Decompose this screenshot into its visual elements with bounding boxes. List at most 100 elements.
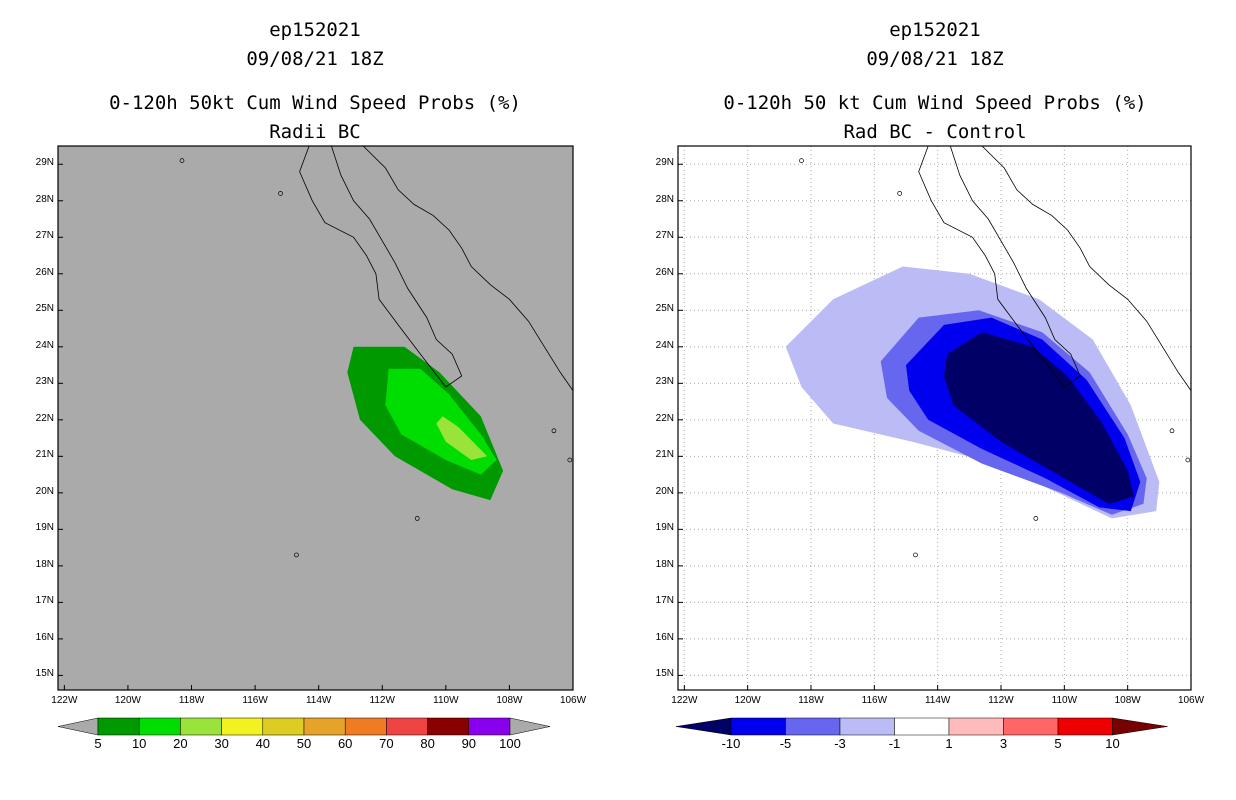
- colorbar-label: 90: [461, 736, 477, 751]
- lat-label: 19N: [35, 522, 54, 534]
- left-datetime: 09/08/21 18Z: [246, 48, 384, 70]
- colorbar-label: 80: [420, 736, 435, 751]
- colorbar-segment: [97, 717, 140, 736]
- lon-label: 114W: [305, 695, 332, 706]
- lon-label: 114W: [924, 695, 951, 706]
- lon-label: 118W: [178, 695, 205, 706]
- lat-label: 16N: [35, 631, 54, 643]
- coastline: [362, 146, 573, 391]
- colorbar-segment: [386, 717, 428, 736]
- colorbar-segment: [1003, 717, 1059, 736]
- coastline: [331, 146, 463, 388]
- colorbar-end-triangle: [509, 717, 551, 736]
- colorbar-segment: [1057, 717, 1113, 736]
- lon-label: 110W: [1051, 695, 1078, 706]
- island: [278, 191, 283, 196]
- island: [1033, 516, 1039, 521]
- right-colorbar: [675, 717, 1168, 736]
- colorbar-segment: [138, 717, 181, 736]
- lat-label: 28N: [35, 193, 54, 205]
- colorbar-segment: [221, 717, 264, 736]
- colorbar-label: -10: [721, 736, 741, 751]
- probability-contour--10: [944, 332, 1134, 504]
- island: [414, 516, 420, 521]
- lat-label: 17N: [35, 595, 54, 607]
- left-subtitle: Radii BC: [269, 121, 361, 143]
- colorbar-segment: [785, 717, 841, 736]
- island: [294, 552, 299, 558]
- colorbar-label: 20: [173, 736, 188, 751]
- colorbar-label: 100: [499, 736, 521, 751]
- left-title: 0-120h 50kt Cum Wind Speed Probs (%): [109, 92, 521, 114]
- island: [1169, 428, 1175, 434]
- island: [799, 158, 804, 163]
- lat-label: 18N: [655, 558, 674, 570]
- lon-label: 116W: [861, 695, 888, 706]
- lat-label: 26N: [655, 266, 674, 278]
- right-title: 0-120h 50 kt Cum Wind Speed Probs (%): [723, 92, 1147, 114]
- colorbar-label: 40: [255, 736, 271, 751]
- colorbar-label: 10: [1105, 736, 1120, 751]
- lon-label: 118W: [798, 695, 824, 706]
- lat-label: 15N: [35, 668, 54, 680]
- lon-label: 110W: [433, 695, 459, 706]
- colorbar-segment: [303, 717, 346, 736]
- lat-label: 23N: [35, 376, 54, 388]
- lat-label: 28N: [655, 193, 674, 205]
- colorbar-segment: [839, 717, 895, 736]
- colorbar-segment: [948, 717, 1004, 736]
- lat-label: 24N: [35, 339, 54, 351]
- left-storm-id: ep152021: [269, 19, 361, 41]
- colorbar-segment: [180, 717, 222, 736]
- lat-label: 22N: [35, 412, 54, 424]
- lat-label: 25N: [35, 303, 54, 315]
- island: [913, 552, 918, 558]
- lat-label: 18N: [35, 558, 54, 570]
- map-background: [58, 146, 573, 690]
- island: [567, 457, 573, 463]
- lon-label: 122W: [671, 695, 698, 706]
- left-colorbar: [57, 717, 551, 736]
- island: [897, 191, 903, 196]
- lat-label: 22N: [655, 412, 674, 424]
- lat-label: 17N: [655, 595, 674, 607]
- lon-label: 116W: [242, 695, 268, 706]
- colorbar-label: 3: [999, 736, 1008, 751]
- colorbar-label: -5: [779, 736, 792, 751]
- lat-label: 24N: [655, 339, 674, 351]
- colorbar-label: 70: [379, 736, 394, 751]
- lon-label: 108W: [1114, 695, 1141, 706]
- map-frame: [677, 145, 1192, 691]
- coastline: [299, 146, 447, 388]
- colorbar-segment: [262, 717, 305, 736]
- colorbar-segment: [468, 717, 511, 736]
- lat-label: 26N: [35, 266, 54, 278]
- lat-label: 21N: [35, 449, 54, 461]
- lon-label: 112W: [369, 695, 395, 706]
- island: [551, 428, 557, 434]
- lat-label: 23N: [655, 376, 674, 388]
- lat-label: 25N: [655, 303, 674, 315]
- colorbar-label: 5: [1054, 736, 1062, 751]
- lat-label: 29N: [655, 157, 674, 169]
- colorbar-segment: [427, 717, 470, 736]
- colorbar-end-triangle: [675, 717, 732, 736]
- lat-label: 19N: [655, 522, 674, 534]
- colorbar-label: 50: [296, 736, 312, 751]
- island: [179, 158, 185, 163]
- right-datetime: 09/08/21 18Z: [866, 48, 1004, 70]
- lat-label: 15N: [655, 668, 674, 680]
- lon-label: 112W: [988, 695, 1014, 706]
- colorbar-segment: [730, 717, 786, 736]
- colorbar-label: -1: [888, 736, 901, 751]
- lat-label: 29N: [35, 157, 54, 169]
- probability-contour-20-30: [436, 416, 488, 460]
- colorbar-label: 60: [337, 736, 353, 751]
- colorbar-label: -3: [834, 736, 846, 751]
- lon-label: 122W: [51, 695, 78, 706]
- lat-label: 16N: [655, 631, 674, 643]
- lat-label: 20N: [35, 485, 54, 497]
- lat-label: 27N: [35, 230, 54, 242]
- colorbar-label: 30: [214, 736, 229, 751]
- coastline: [981, 146, 1191, 391]
